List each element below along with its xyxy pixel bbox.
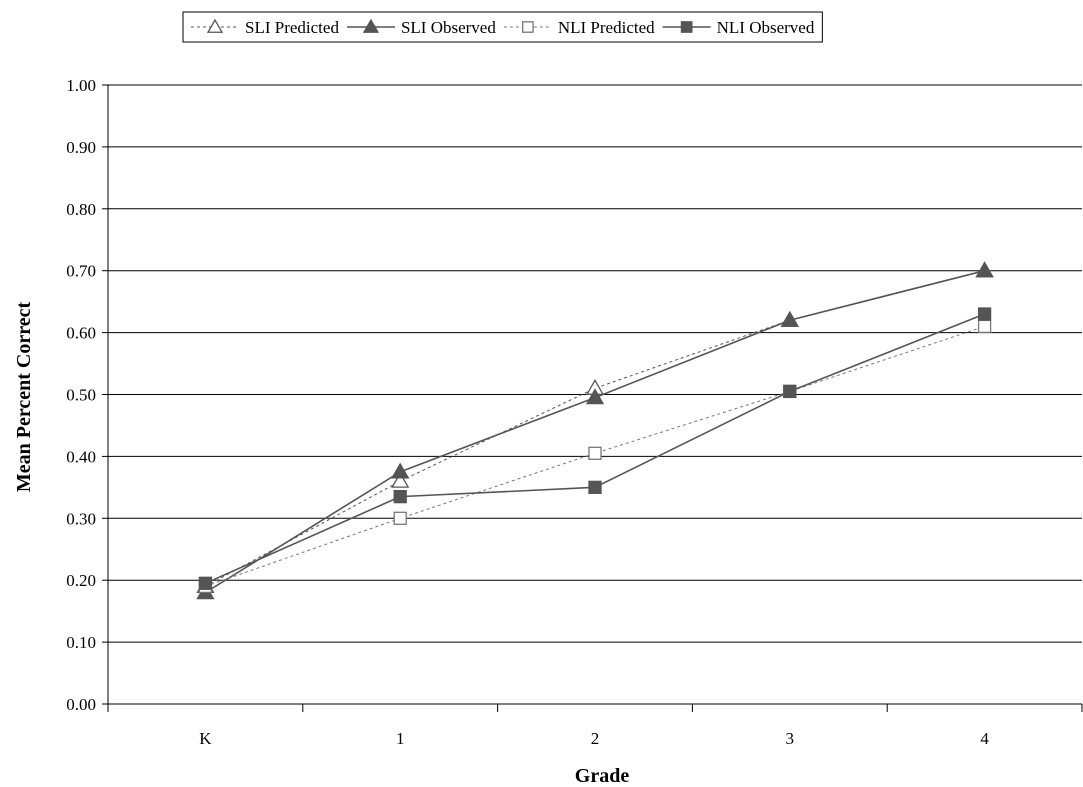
marker [588, 446, 602, 460]
x-tick-label: 4 [980, 729, 989, 748]
marker [206, 18, 224, 33]
legend-item: NLI Predicted [503, 18, 655, 37]
legend-label: NLI Predicted [558, 18, 655, 37]
x-tick-label: K [199, 729, 212, 748]
marker [393, 489, 407, 504]
x-tick-label: 2 [591, 729, 600, 748]
marker [783, 384, 797, 399]
marker [977, 307, 992, 321]
marker [680, 21, 693, 33]
y-tick-label: 0.80 [66, 200, 96, 219]
series-sli-observed [196, 261, 994, 600]
series-group [196, 261, 994, 600]
legend: SLI Predicted SLI Observed NLI Predicted NL… [182, 11, 823, 43]
series-line [205, 325, 985, 587]
y-axis-title: Mean Percent Correct [13, 302, 35, 493]
y-tick-label: 0.20 [66, 571, 96, 590]
x-tick-label: 1 [396, 729, 405, 748]
series-line [204, 269, 985, 594]
legend-item: SLI Observed [346, 18, 496, 37]
marker [585, 388, 605, 405]
legend-label: SLI Predicted [245, 18, 339, 37]
marker [393, 511, 407, 525]
legend-label: NLI Observed [717, 18, 815, 37]
marker [588, 480, 602, 495]
y-tick-labels: 0.00 0.10 0.20 0.30 0.40 0.50 0.60 0.70 0.80 0.90… [66, 76, 96, 714]
y-tick-label: 0.30 [66, 509, 96, 528]
y-tick-label: 0.00 [66, 695, 96, 714]
axes [102, 84, 1083, 712]
y-tick-label: 0.10 [66, 633, 96, 652]
series-sli-predicted [196, 261, 994, 594]
legend-item: NLI Observed [662, 18, 815, 37]
y-tick-label: 1.00 [66, 76, 96, 95]
legend-label: SLI Observed [401, 18, 496, 37]
marker [522, 21, 534, 33]
legend-item: SLI Predicted [191, 18, 339, 37]
marker [391, 462, 410, 479]
y-tick-label: 0.50 [66, 386, 96, 405]
series-nli-observed [198, 307, 992, 590]
gridlines [108, 84, 1082, 643]
x-tick-label: 3 [786, 729, 795, 748]
x-axis-title: Grade [575, 765, 630, 787]
y-tick-label: 0.40 [66, 447, 96, 466]
y-tick-label: 0.90 [66, 138, 96, 157]
series-line [205, 270, 985, 587]
marker [977, 319, 992, 334]
y-tick-label: 0.70 [66, 262, 96, 281]
marker [362, 18, 380, 33]
marker [198, 576, 213, 590]
marker [780, 310, 799, 327]
x-tick-labels: K 1 2 3 4 [199, 729, 989, 748]
legend-box [182, 11, 823, 43]
marker [975, 261, 994, 278]
y-tick-label: 0.60 [66, 324, 96, 343]
marker [391, 471, 410, 488]
